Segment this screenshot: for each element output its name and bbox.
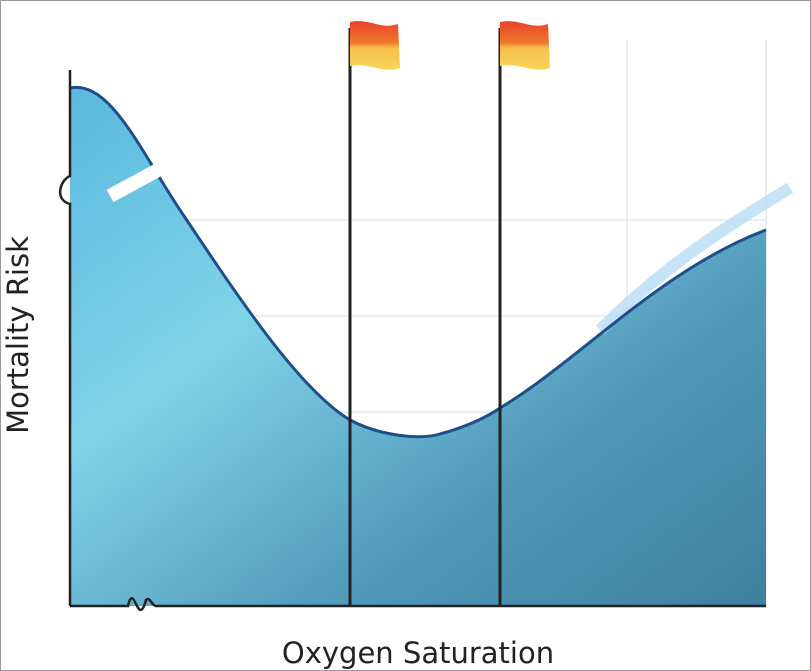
splash bbox=[595, 182, 794, 335]
y-axis-label: Mortality Risk bbox=[1, 236, 35, 434]
risk-area bbox=[70, 87, 766, 607]
risk-curve bbox=[69, 85, 767, 439]
axis-break bbox=[106, 163, 162, 203]
flag-left bbox=[348, 21, 400, 606]
flag-right bbox=[498, 21, 550, 606]
axes bbox=[59, 70, 766, 612]
x-axis-label: Oxygen Saturation bbox=[282, 636, 554, 670]
